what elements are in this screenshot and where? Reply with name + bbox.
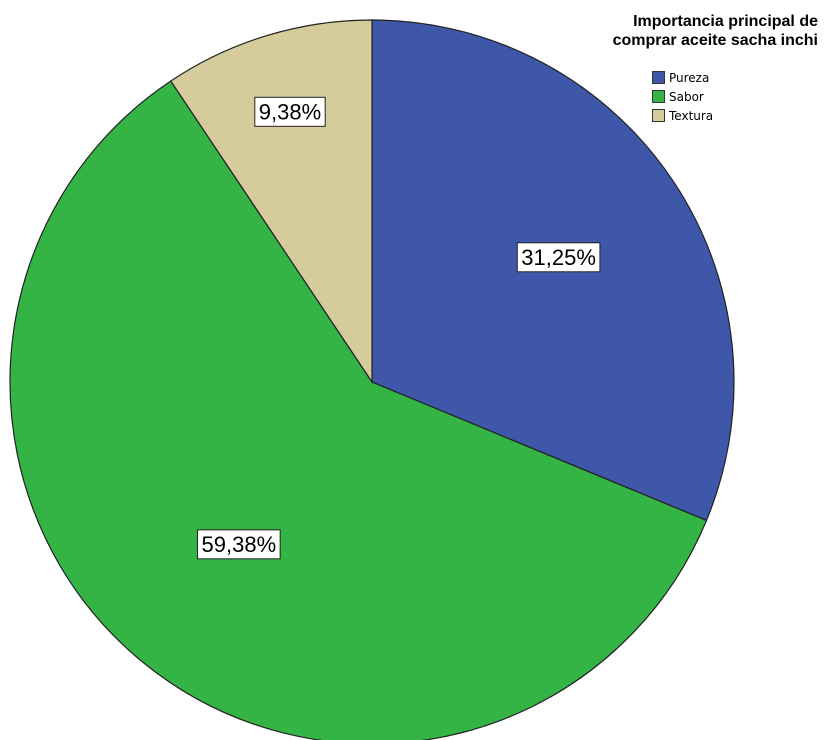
pie-slice-sabor <box>9 80 708 740</box>
legend-item-sabor: Sabor <box>652 87 713 106</box>
legend-label-sabor: Sabor <box>669 89 704 104</box>
legend-title-line-1: Importancia principal de <box>633 13 818 30</box>
data-label-sabor: 59,38% <box>197 529 281 560</box>
data-label-text-textura: 9,38% <box>259 99 321 124</box>
legend-title-line-2: comprar aceite sacha inchi <box>612 32 818 49</box>
legend-title: Importancia principal de comprar aceite … <box>518 12 818 50</box>
data-label-textura: 9,38% <box>254 96 326 127</box>
legend: Pureza Sabor Textura <box>652 68 713 125</box>
legend-item-pureza: Pureza <box>652 68 713 87</box>
legend-label-textura: Textura <box>669 108 714 123</box>
data-label-box-textura <box>254 96 326 127</box>
legend-swatch-textura <box>652 109 665 122</box>
legend-item-textura: Textura <box>652 106 713 125</box>
data-label-pureza: 31,25% <box>516 242 601 273</box>
legend-label-pureza: Pureza <box>669 70 710 85</box>
legend-swatch-pureza <box>652 71 665 84</box>
data-label-text-sabor: 59,38% <box>202 532 277 557</box>
data-label-text-pureza: 31,25% <box>521 245 596 270</box>
data-label-box-sabor <box>197 529 281 560</box>
data-label-box-pureza <box>516 242 601 273</box>
legend-swatch-sabor <box>652 90 665 103</box>
